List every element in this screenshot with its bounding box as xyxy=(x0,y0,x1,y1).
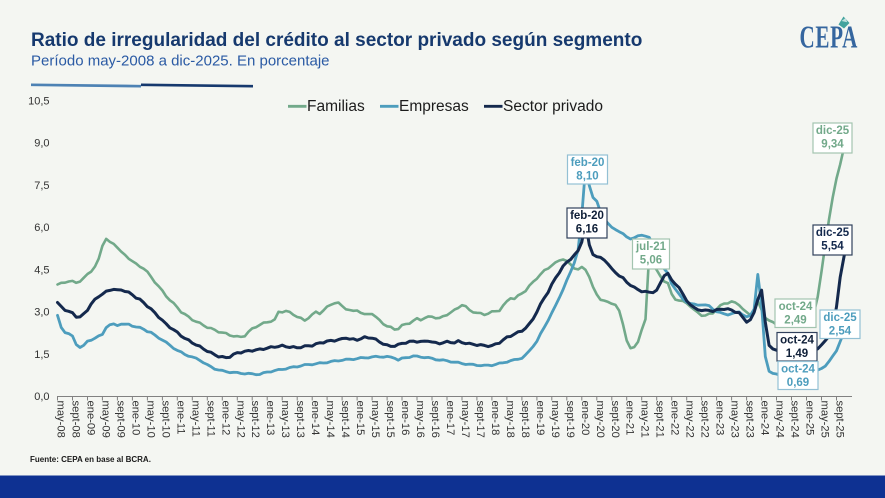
svg-text:may-08: may-08 xyxy=(55,401,67,438)
svg-text:ene-11: ene-11 xyxy=(174,401,186,435)
svg-text:ene-20: ene-20 xyxy=(579,401,591,436)
svg-text:2,49: 2,49 xyxy=(784,315,806,327)
svg-text:sept-25: sept-25 xyxy=(834,401,846,438)
svg-text:sept-14: sept-14 xyxy=(339,401,351,438)
svg-text:dic-25: dic-25 xyxy=(816,125,850,137)
svg-text:7,5: 7,5 xyxy=(34,180,49,192)
svg-text:0,69: 0,69 xyxy=(787,377,809,389)
svg-text:dic-25: dic-25 xyxy=(823,312,857,324)
svg-text:may-14: may-14 xyxy=(324,401,336,438)
svg-text:9,0: 9,0 xyxy=(34,138,49,150)
svg-text:Familias: Familias xyxy=(307,98,365,115)
svg-text:Ratio de irregularidad del cré: Ratio de irregularidad del crédito al se… xyxy=(31,30,642,51)
svg-text:may-15: may-15 xyxy=(369,401,381,438)
svg-text:0,0: 0,0 xyxy=(34,391,49,403)
svg-text:1,49: 1,49 xyxy=(786,348,808,360)
svg-text:may-24: may-24 xyxy=(774,401,786,438)
svg-text:may-10: may-10 xyxy=(144,401,156,438)
svg-text:5,54: 5,54 xyxy=(821,241,844,253)
svg-text:6,16: 6,16 xyxy=(576,224,598,236)
svg-text:2,54: 2,54 xyxy=(829,326,852,338)
svg-text:sept-16: sept-16 xyxy=(429,401,441,438)
svg-text:Fuente: CEPA en base al BCRA.: Fuente: CEPA en base al BCRA. xyxy=(30,455,151,464)
svg-text:9,34: 9,34 xyxy=(821,139,844,151)
svg-text:may-12: may-12 xyxy=(234,401,246,438)
svg-text:oct-24: oct-24 xyxy=(780,335,814,347)
svg-text:feb-20: feb-20 xyxy=(571,157,605,169)
svg-text:10,5: 10,5 xyxy=(28,96,49,108)
svg-text:may-23: may-23 xyxy=(729,401,741,438)
svg-text:dic-25: dic-25 xyxy=(816,227,850,239)
svg-text:ene-12: ene-12 xyxy=(219,401,231,436)
svg-text:Empresas: Empresas xyxy=(399,98,469,115)
svg-text:3,0: 3,0 xyxy=(34,307,49,319)
svg-text:sept-22: sept-22 xyxy=(699,401,711,438)
svg-text:feb-20: feb-20 xyxy=(570,210,604,222)
svg-text:oct-24: oct-24 xyxy=(779,301,813,313)
svg-text:sept-10: sept-10 xyxy=(159,401,171,438)
svg-text:jul-21: jul-21 xyxy=(635,241,667,253)
svg-text:sept-20: sept-20 xyxy=(609,401,621,438)
svg-text:may-09: may-09 xyxy=(99,401,111,438)
svg-text:may-20: may-20 xyxy=(594,401,606,438)
svg-text:sept-09: sept-09 xyxy=(114,401,126,438)
svg-text:6,0: 6,0 xyxy=(34,222,49,234)
svg-text:ene-16: ene-16 xyxy=(399,401,411,436)
svg-text:ene-13: ene-13 xyxy=(264,401,276,436)
svg-text:sept-21: sept-21 xyxy=(654,401,666,438)
svg-text:Sector privado: Sector privado xyxy=(503,98,603,115)
svg-text:sept-11: sept-11 xyxy=(204,401,216,437)
svg-text:ene-22: ene-22 xyxy=(669,401,681,436)
svg-text:may-17: may-17 xyxy=(459,401,471,438)
svg-text:ene-15: ene-15 xyxy=(354,401,366,436)
svg-text:4,5: 4,5 xyxy=(34,264,49,276)
svg-text:sept-13: sept-13 xyxy=(294,401,306,438)
svg-text:8,10: 8,10 xyxy=(576,171,598,183)
svg-text:sept-15: sept-15 xyxy=(384,401,396,438)
svg-text:ene-25: ene-25 xyxy=(804,401,816,436)
svg-text:ene-10: ene-10 xyxy=(129,401,141,436)
svg-text:sept-08: sept-08 xyxy=(70,401,82,438)
svg-text:may-22: may-22 xyxy=(684,401,696,438)
svg-text:Período may-2008 a dic-2025. E: Período may-2008 a dic-2025. En porcenta… xyxy=(31,53,330,70)
svg-text:may-21: may-21 xyxy=(639,401,651,438)
svg-text:may-18: may-18 xyxy=(504,401,516,438)
svg-text:CEPA: CEPA xyxy=(800,19,859,54)
svg-text:ene-21: ene-21 xyxy=(624,401,636,436)
svg-text:ene-23: ene-23 xyxy=(714,401,726,436)
svg-text:oct-24: oct-24 xyxy=(781,364,815,376)
svg-text:5,06: 5,06 xyxy=(640,255,662,267)
svg-text:may-25: may-25 xyxy=(819,401,831,438)
svg-text:may-11: may-11 xyxy=(189,401,201,437)
svg-text:sept-23: sept-23 xyxy=(744,401,756,438)
svg-text:ene-18: ene-18 xyxy=(489,401,501,436)
svg-text:may-16: may-16 xyxy=(414,401,426,438)
svg-text:sept-17: sept-17 xyxy=(474,401,486,438)
svg-text:ene-09: ene-09 xyxy=(85,401,97,436)
svg-text:ene-19: ene-19 xyxy=(534,401,546,436)
svg-text:sept-24: sept-24 xyxy=(789,401,801,438)
svg-text:ene-24: ene-24 xyxy=(759,401,771,436)
svg-text:sept-19: sept-19 xyxy=(564,401,576,438)
svg-text:1,5: 1,5 xyxy=(34,349,49,361)
svg-text:may-13: may-13 xyxy=(279,401,291,438)
svg-text:ene-14: ene-14 xyxy=(309,401,321,436)
svg-text:sept-18: sept-18 xyxy=(519,401,531,438)
svg-text:may-19: may-19 xyxy=(549,401,561,438)
svg-text:ene-17: ene-17 xyxy=(444,401,456,436)
svg-text:sept-12: sept-12 xyxy=(249,401,261,438)
